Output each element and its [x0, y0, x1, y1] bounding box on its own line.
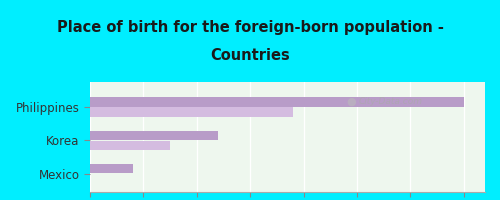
Text: City-Data.com: City-Data.com: [358, 97, 422, 106]
Text: ●: ●: [347, 97, 356, 107]
Bar: [90, 131, 218, 140]
Text: Place of birth for the foreign-born population -: Place of birth for the foreign-born popu…: [56, 20, 444, 35]
Text: Countries: Countries: [210, 48, 290, 63]
Bar: [90, 97, 464, 107]
Bar: [90, 107, 293, 117]
Bar: [90, 141, 170, 150]
Bar: [90, 164, 132, 173]
